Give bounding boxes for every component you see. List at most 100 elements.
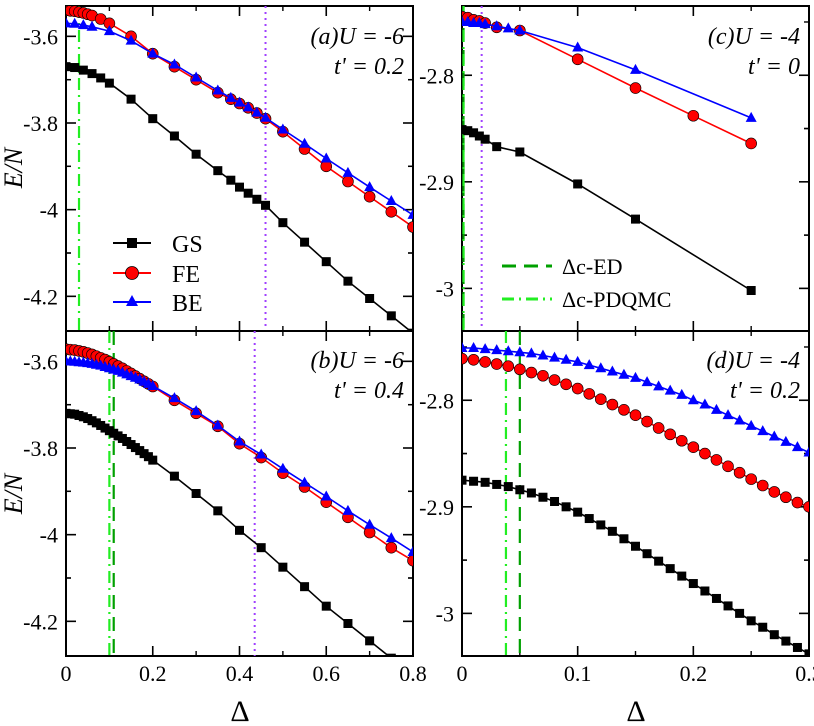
- point-gs: [804, 649, 809, 656]
- point-fe: [594, 393, 607, 405]
- point-be: [583, 359, 595, 370]
- point-fe: [641, 415, 653, 428]
- panel-b: 0 0.2 0.4 0.6 0.8 -3.6 -3.8 -4 -4.2 (b)U = -6 t'…: [23, 330, 427, 686]
- point-be: [618, 368, 630, 379]
- point-be: [147, 47, 159, 58]
- point-be: [234, 96, 245, 107]
- point-gs: [746, 616, 756, 626]
- legend-entry-be: BE: [113, 291, 203, 317]
- panel-c-label: (c)U = -4: [708, 24, 800, 50]
- point-gs: [408, 328, 413, 331]
- point-gs: [781, 636, 791, 646]
- point-be: [168, 58, 180, 69]
- x-axis-label-right: Δ: [626, 695, 645, 726]
- point-gs: [256, 543, 266, 553]
- point-be: [722, 409, 734, 420]
- point-be: [630, 63, 641, 74]
- point-gs: [700, 586, 710, 596]
- point-gs: [252, 194, 262, 204]
- panel-d-label: (d)U = -4: [706, 348, 800, 374]
- panel-a-label: (a)U = -6: [310, 24, 404, 50]
- point-be: [653, 380, 665, 391]
- point-be: [699, 398, 711, 409]
- point-gs: [191, 149, 201, 159]
- point-be: [407, 546, 413, 556]
- point-be: [407, 208, 413, 219]
- point-be: [734, 414, 746, 425]
- y-tick-label: -2.8: [419, 63, 454, 88]
- point-fe: [502, 360, 515, 372]
- x-tick-label: 0.8: [399, 661, 427, 686]
- point-gs: [654, 556, 664, 566]
- point-gs: [665, 564, 675, 574]
- y-axis-label-top: E/N: [0, 146, 28, 189]
- point-gs: [723, 601, 733, 611]
- point-gs: [213, 506, 223, 516]
- point-gs: [169, 471, 179, 481]
- point-fe: [342, 175, 354, 188]
- point-be: [560, 353, 572, 364]
- point-fe: [571, 382, 584, 395]
- point-be: [687, 394, 699, 405]
- point-be: [234, 435, 245, 446]
- point-gs: [213, 166, 223, 176]
- point-fe: [490, 358, 503, 370]
- panel-a-ticks: -3.6 -3.8 -4 -4.2: [23, 6, 414, 331]
- y-tick-label: -3.6: [23, 349, 58, 374]
- point-fe: [467, 353, 480, 366]
- point-fe: [687, 109, 700, 122]
- panel-b-ticks: 0 0.2 0.4 0.6 0.8 -3.6 -3.8 -4 -4.2: [23, 331, 427, 686]
- panel-b-vlines: [108, 331, 256, 656]
- point-fe: [699, 447, 711, 460]
- point-fe: [479, 356, 491, 368]
- point-gs: [561, 502, 571, 512]
- legend-gs-marker: [127, 238, 137, 248]
- point-be: [190, 71, 202, 82]
- point-be: [710, 403, 722, 414]
- y-tick-label: -2.9: [419, 170, 454, 195]
- panel-c-data: [462, 10, 757, 296]
- point-gs: [619, 534, 629, 544]
- point-gs: [343, 619, 353, 628]
- panel-c-vlines: [462, 6, 483, 331]
- point-gs: [169, 131, 179, 141]
- point-gs: [191, 489, 201, 498]
- point-fe: [675, 434, 688, 447]
- legend-fe-marker: [125, 266, 139, 280]
- point-be: [251, 106, 263, 117]
- point-gs: [769, 630, 779, 640]
- x-tick-label: 0.6: [313, 661, 341, 686]
- point-fe: [652, 422, 665, 434]
- point-be: [342, 504, 354, 515]
- point-gs: [148, 114, 158, 124]
- point-fe: [745, 473, 757, 485]
- y-tick-label: -3: [436, 276, 454, 301]
- point-gs: [746, 286, 756, 296]
- point-fe: [548, 374, 561, 386]
- point-gs: [573, 507, 583, 517]
- point-fe: [629, 82, 642, 94]
- point-gs: [550, 496, 560, 506]
- point-fe: [733, 466, 746, 479]
- legend-lines: Δc-ED Δc-PDQMC: [502, 254, 671, 312]
- point-be: [595, 362, 607, 373]
- panel-a: -3.6 -3.8 -4 -4.2 (a)U = -6 t' = 0.2: [23, 5, 414, 332]
- legend-entry-pdqmc: Δc-PDQMC: [502, 287, 671, 312]
- point-fe: [560, 378, 572, 391]
- y-tick-label: -3.6: [23, 24, 58, 49]
- point-be: [468, 342, 480, 353]
- point-gs: [148, 455, 158, 465]
- panel-d: 0 0.1 0.2 0.3 -2.8 -2.9 -3 (d)U = -4 t' = 0.2: [419, 330, 814, 686]
- point-gs: [261, 200, 271, 210]
- point-be: [549, 351, 561, 362]
- point-be: [168, 392, 180, 403]
- point-gs: [463, 126, 473, 136]
- point-gs: [278, 562, 288, 572]
- point-gs: [321, 257, 331, 267]
- point-gs: [515, 147, 525, 157]
- point-gs: [300, 582, 310, 592]
- point-gs: [631, 541, 640, 551]
- y-tick-label: -3.8: [23, 436, 58, 461]
- legend-entry-gs: GS: [113, 232, 203, 258]
